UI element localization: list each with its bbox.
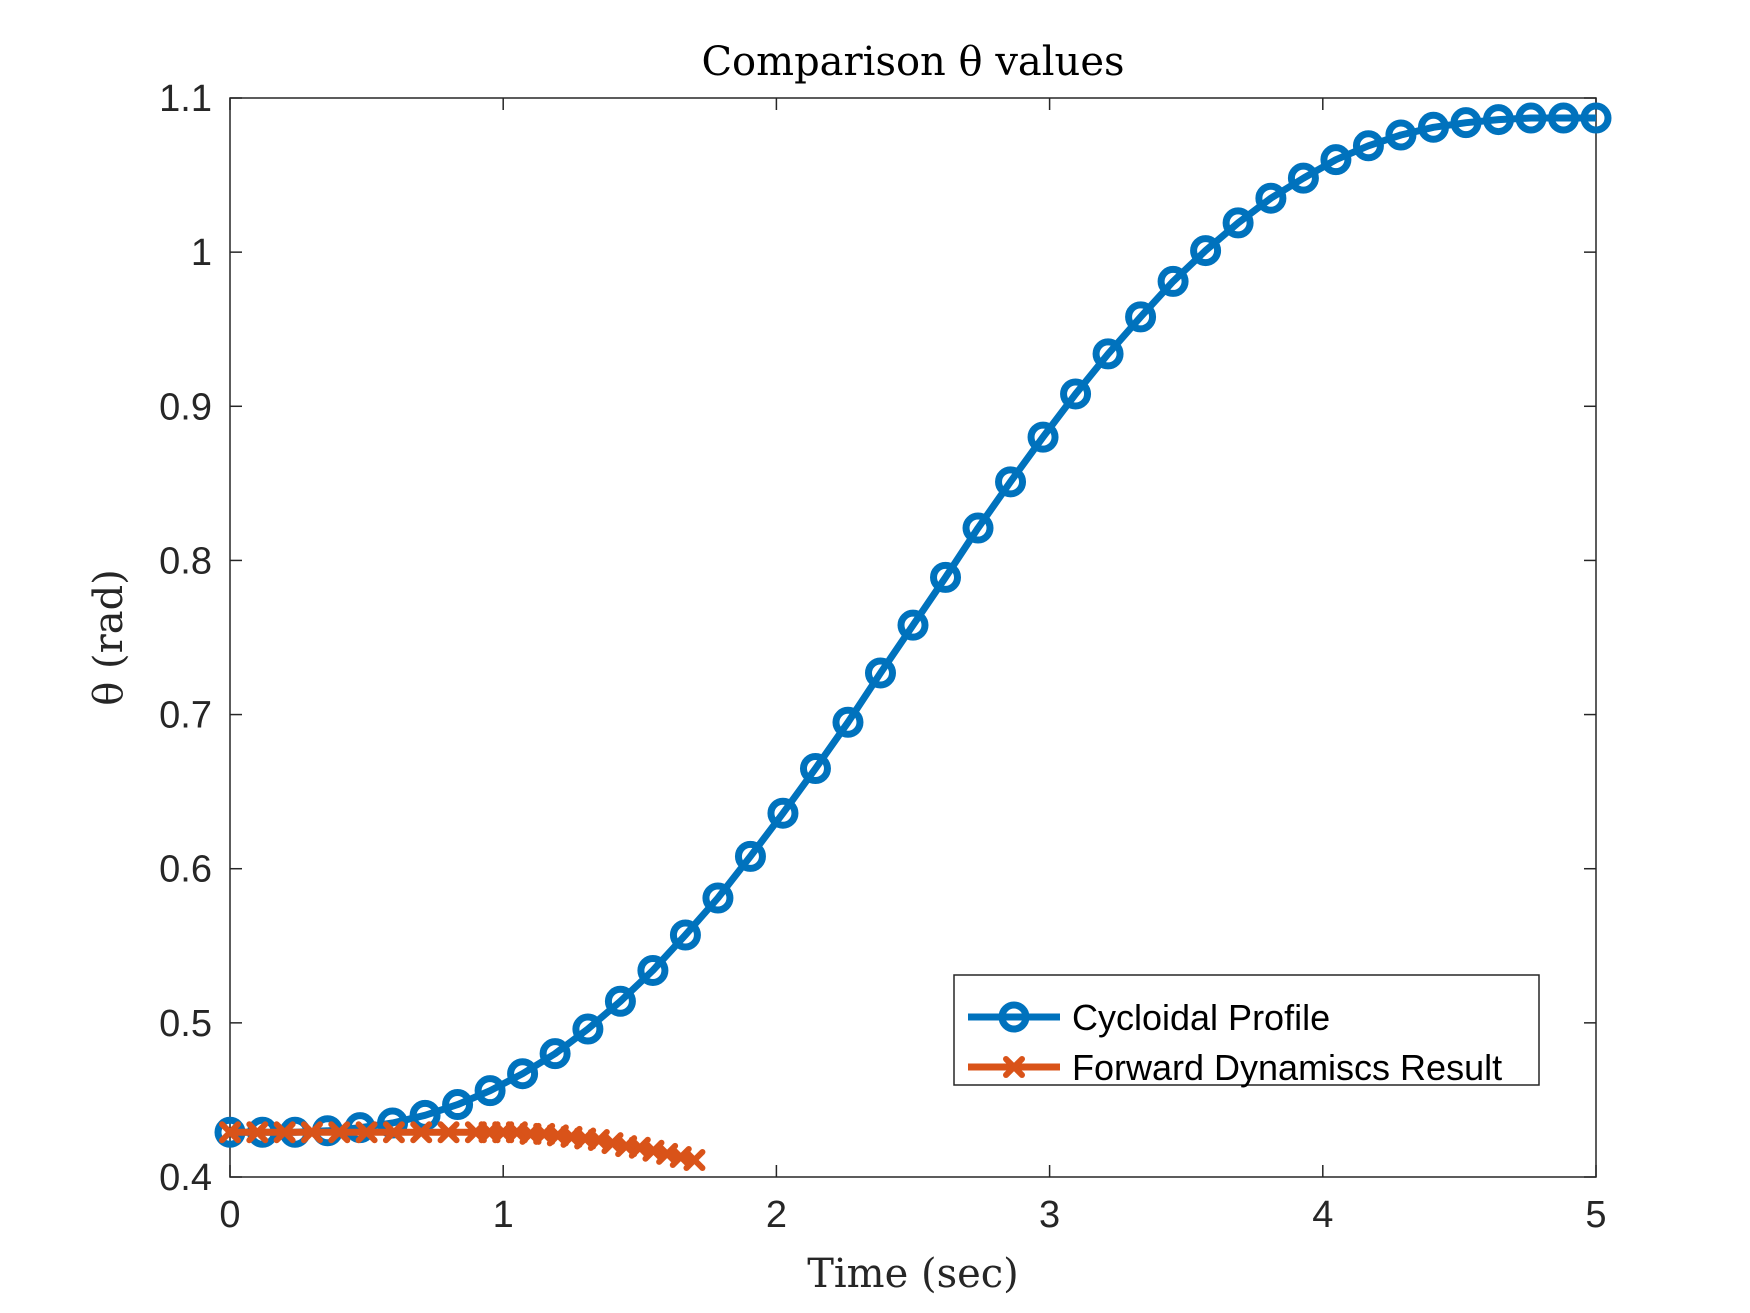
data-point — [328, 1121, 351, 1144]
legend-label: Forward Dynamiscs Result — [1072, 1047, 1502, 1088]
data-point — [539, 1038, 571, 1070]
x-tick-label: 3 — [1039, 1194, 1060, 1236]
marker-stroke-b — [273, 1121, 296, 1144]
data-point — [246, 1121, 269, 1144]
data-point — [410, 1121, 433, 1144]
marker-stroke-b — [246, 1121, 269, 1144]
series-line — [230, 114, 1596, 1136]
x-tick-label: 1 — [493, 1194, 514, 1236]
data-point — [669, 919, 701, 951]
data-point — [437, 1121, 460, 1144]
legend-entries: Cycloidal Profile Forward Dynamiscs Resul… — [968, 997, 1502, 1088]
series-layer — [214, 102, 1612, 1172]
data-point — [1385, 119, 1417, 151]
data-point — [702, 882, 734, 914]
data-point — [1125, 301, 1157, 333]
data-point — [864, 657, 896, 689]
data-point — [683, 1149, 706, 1172]
data-point — [300, 1121, 323, 1144]
data-point — [734, 840, 766, 872]
data-point — [962, 512, 994, 544]
data-point — [355, 1121, 378, 1144]
data-point — [637, 954, 669, 986]
data-point — [1255, 182, 1287, 214]
data-point — [799, 753, 831, 785]
data-point — [1352, 130, 1384, 162]
data-point — [897, 609, 929, 641]
marker-stroke-b — [300, 1121, 323, 1144]
marker-stroke-b — [410, 1121, 433, 1144]
marker-stroke-b — [1003, 1056, 1025, 1078]
legend-entry: Cycloidal Profile — [968, 997, 1330, 1038]
x-tick-label: 4 — [1312, 1194, 1333, 1236]
y-tick-label: 1 — [191, 232, 212, 274]
data-point — [1027, 421, 1059, 453]
data-point — [767, 797, 799, 829]
data-point — [1190, 235, 1222, 267]
data-point — [1287, 162, 1319, 194]
marker-stroke-b — [328, 1121, 351, 1144]
data-point — [1320, 144, 1352, 176]
y-tick-label: 0.5 — [159, 1003, 212, 1045]
series-forward-dynamics-result — [219, 1121, 706, 1172]
data-point — [1450, 107, 1482, 139]
data-point — [219, 1121, 241, 1144]
marker-stroke-b — [219, 1121, 241, 1144]
y-axis-label: θ (rad) — [86, 569, 132, 706]
data-point — [1060, 378, 1092, 410]
legend-marker — [998, 1001, 1030, 1033]
data-point — [1515, 102, 1547, 134]
marker-stroke-b — [355, 1121, 378, 1144]
ticks-layer: 0 1 2 3 4 5 0.4 0.5 0.6 0.7 0.8 0.9 1 1.1 — [159, 78, 1606, 1236]
data-point — [604, 985, 636, 1017]
y-tick-label: 0.6 — [159, 849, 212, 891]
data-point — [1482, 104, 1514, 136]
chart-title: Comparison θ values — [701, 39, 1124, 85]
data-point — [572, 1013, 604, 1045]
legend-label: Cycloidal Profile — [1072, 997, 1330, 1038]
x-axis-label: Time (sec) — [807, 1251, 1019, 1297]
data-point — [382, 1121, 405, 1144]
data-point — [1580, 102, 1612, 134]
data-point — [273, 1121, 296, 1144]
y-tick-label: 0.4 — [159, 1157, 212, 1199]
data-point — [442, 1089, 474, 1121]
legend-entry: Forward Dynamiscs Result — [968, 1047, 1502, 1088]
data-point — [930, 561, 962, 593]
data-point — [995, 466, 1027, 498]
marker-stroke-b — [382, 1121, 405, 1144]
legend-marker — [1003, 1056, 1025, 1078]
marker-stroke-b — [437, 1121, 460, 1144]
y-tick-label: 1.1 — [159, 78, 212, 120]
data-point — [1547, 102, 1579, 134]
y-tick-label: 0.8 — [159, 540, 212, 582]
data-point — [1417, 111, 1449, 143]
x-tick-label: 0 — [219, 1194, 240, 1236]
y-tick-label: 0.9 — [159, 386, 212, 428]
data-point — [507, 1058, 539, 1090]
data-point — [1092, 338, 1124, 370]
x-tick-label: 5 — [1585, 1194, 1606, 1236]
y-tick-label: 0.7 — [159, 695, 212, 737]
data-point — [1222, 207, 1254, 239]
data-point — [1157, 265, 1189, 297]
data-point — [832, 706, 864, 738]
marker-stroke-b — [683, 1149, 706, 1172]
x-tick-label: 2 — [766, 1194, 787, 1236]
data-point — [474, 1075, 506, 1107]
legend: Cycloidal Profile Forward Dynamiscs Resul… — [953, 974, 1540, 1088]
